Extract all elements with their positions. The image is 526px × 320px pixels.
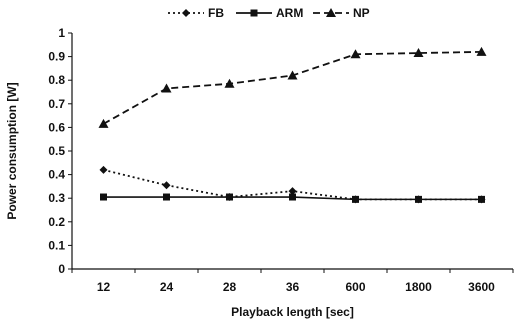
legend-label-arm: ARM bbox=[276, 6, 303, 20]
y-tick-label: 0.1 bbox=[48, 238, 65, 252]
np-point bbox=[350, 49, 361, 59]
x-axis-title: Playback length [sec] bbox=[231, 305, 354, 319]
np-point bbox=[161, 83, 172, 93]
fb-point bbox=[288, 187, 297, 196]
y-tick-label: 0.2 bbox=[48, 215, 65, 229]
np-point bbox=[287, 70, 298, 80]
y-tick-label: 0.4 bbox=[48, 168, 65, 182]
arm-point bbox=[226, 193, 233, 201]
legend-item-np: NP bbox=[313, 6, 370, 20]
arm-point bbox=[352, 195, 359, 203]
x-tick-label: 1800 bbox=[405, 280, 432, 294]
x-tick-label: 12 bbox=[97, 280, 111, 294]
np-point bbox=[224, 78, 235, 88]
x-tick-label: 3600 bbox=[468, 280, 495, 294]
y-tick-label: 0.8 bbox=[48, 73, 65, 87]
x-tick-label: 24 bbox=[160, 280, 174, 294]
np-point bbox=[413, 48, 424, 58]
legend-marker-fb bbox=[182, 9, 190, 17]
series-np bbox=[98, 46, 487, 128]
arm-point bbox=[163, 193, 170, 201]
arm-point bbox=[100, 193, 107, 201]
np-line bbox=[103, 50, 482, 125]
legend-label-np: NP bbox=[353, 6, 370, 20]
legend-marker-arm bbox=[250, 9, 258, 17]
fb-point bbox=[162, 181, 171, 190]
arm-point bbox=[415, 195, 422, 203]
legend-marker-np bbox=[326, 8, 336, 17]
y-tick-label: 0 bbox=[58, 262, 65, 276]
np-point bbox=[98, 118, 109, 128]
y-axis-title: Power consumption [W] bbox=[5, 82, 19, 219]
series-group bbox=[98, 46, 487, 204]
y-tick-label: 0.3 bbox=[48, 191, 65, 205]
y-tick-label: 1 bbox=[58, 26, 65, 40]
axes bbox=[68, 32, 514, 273]
y-tick-label: 0.7 bbox=[48, 97, 65, 111]
x-tick-label: 600 bbox=[345, 280, 365, 294]
tick-labels: 0 0.1 0.2 0.3 0.4 0.5 0.6 0.7 0.8 0.9 1 12 24 28 36 600… bbox=[48, 26, 495, 294]
x-tick-label: 28 bbox=[223, 280, 237, 294]
legend: FB ARM NP bbox=[168, 6, 370, 20]
np-point bbox=[476, 46, 487, 56]
arm-point bbox=[289, 193, 296, 201]
y-tick-label: 0.5 bbox=[48, 144, 65, 158]
legend-label-fb: FB bbox=[208, 6, 224, 20]
x-tick-label: 36 bbox=[286, 280, 300, 294]
y-tick-label: 0.6 bbox=[48, 120, 65, 134]
legend-item-arm: ARM bbox=[236, 6, 303, 20]
series-arm bbox=[100, 193, 485, 203]
legend-item-fb: FB bbox=[168, 6, 224, 20]
arm-point bbox=[478, 195, 485, 203]
fb-point bbox=[99, 165, 108, 174]
y-tick-label: 0.9 bbox=[48, 50, 65, 64]
